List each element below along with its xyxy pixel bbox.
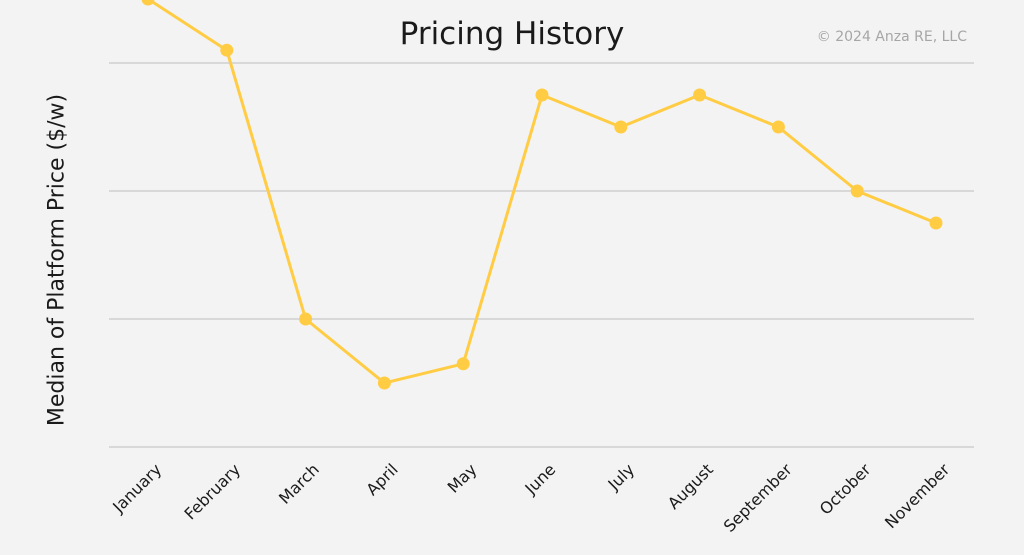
data-point-march[interactable] bbox=[299, 312, 313, 326]
data-point-february[interactable] bbox=[220, 43, 234, 57]
x-tick-label-november: November bbox=[881, 460, 954, 533]
x-tick-label-august: August bbox=[664, 460, 717, 513]
x-tick-label-july: July bbox=[604, 460, 638, 494]
chart-title: Pricing History bbox=[399, 16, 625, 52]
x-tick-label-march: March bbox=[275, 460, 323, 508]
copyright-text: © 2024 Anza RE, LLC bbox=[816, 29, 967, 45]
x-tick-label-september: September bbox=[720, 460, 796, 536]
data-point-january[interactable] bbox=[141, 0, 155, 6]
data-point-september[interactable] bbox=[771, 120, 785, 134]
x-tick-label-february: February bbox=[181, 460, 245, 524]
data-point-may[interactable] bbox=[456, 357, 470, 371]
x-tick-label-april: April bbox=[362, 460, 401, 499]
data-point-april[interactable] bbox=[377, 376, 391, 390]
data-point-june[interactable] bbox=[535, 88, 549, 102]
x-tick-label-june: June bbox=[521, 460, 560, 499]
x-tick-label-january: January bbox=[108, 460, 165, 517]
data-point-october[interactable] bbox=[850, 184, 864, 198]
data-points bbox=[141, 0, 943, 390]
gridlines bbox=[109, 62, 974, 448]
data-point-july[interactable] bbox=[614, 120, 628, 134]
x-tick-label-october: October bbox=[816, 460, 875, 519]
x-tick-labels: January February March April May June July Augu… bbox=[108, 460, 953, 536]
data-point-august[interactable] bbox=[693, 88, 707, 102]
x-tick-label-may: May bbox=[444, 460, 481, 497]
data-point-november[interactable] bbox=[929, 216, 943, 230]
